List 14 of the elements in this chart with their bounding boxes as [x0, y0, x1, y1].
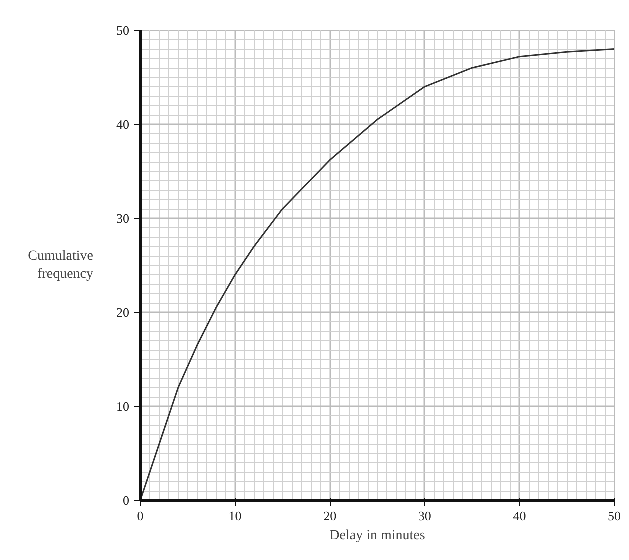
y-tick-label: 40	[116, 117, 130, 132]
x-tick-label: 10	[228, 508, 242, 524]
x-tick-label: 40	[513, 508, 526, 524]
x-axis-title: Delay in minutes	[330, 528, 426, 544]
y-axis-title: Cumulative frequency	[28, 249, 94, 282]
y-tick-label: 0	[123, 493, 130, 508]
x-tick-label: 30	[418, 508, 432, 524]
y-tick-label: 30	[116, 211, 130, 226]
y-tick-label: 50	[116, 23, 130, 38]
x-tick-label: 50	[608, 508, 621, 524]
y-tick-label: 10	[116, 399, 130, 414]
y-tick-label: 20	[116, 305, 130, 320]
x-tick-label: 20	[324, 508, 337, 524]
x-tick-label: 0	[137, 508, 144, 524]
